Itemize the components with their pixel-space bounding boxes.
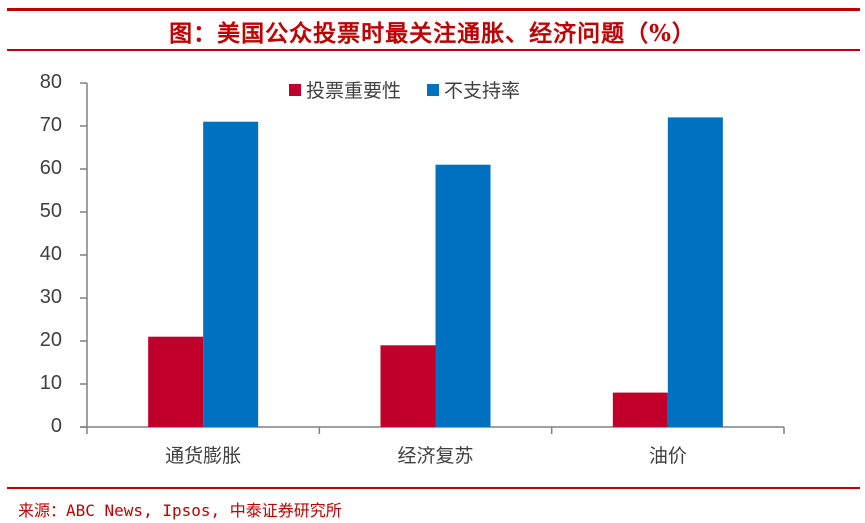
y-tick-label: 30 (39, 286, 62, 308)
source-note: 来源：ABC News, Ipsos, 中泰证券研究所 (18, 501, 342, 520)
y-tick-label: 60 (39, 157, 62, 179)
y-tick-label: 80 (39, 71, 62, 93)
x-category-label: 经济复苏 (397, 445, 474, 467)
x-category-label: 通货膨胀 (165, 445, 242, 467)
legend-label: 不支持率 (444, 80, 521, 102)
bar-vote-importance (612, 392, 668, 427)
x-category-label: 油价 (648, 445, 687, 467)
chart-title: 图：美国公众投票时最关注通胀、经济问题（%） (169, 20, 696, 47)
legend-swatch-red (289, 83, 301, 96)
bar-disapproval (667, 117, 723, 428)
legend-swatch-blue (427, 83, 440, 96)
y-tick-label: 10 (39, 372, 62, 394)
y-tick-label: 20 (39, 329, 62, 351)
bar-vote-importance (380, 345, 436, 427)
title-bottom-rule (7, 49, 860, 51)
legend-label: 投票重要性 (306, 80, 402, 102)
y-tick-label: 0 (50, 415, 62, 437)
legend: 投票重要性 不支持率 (289, 76, 546, 103)
y-tick-label: 70 (39, 114, 62, 136)
y-tick-label: 50 (39, 200, 62, 222)
legend-item-disapproval: 不支持率 (427, 76, 520, 103)
bar-disapproval (435, 164, 491, 427)
legend-item-vote-importance: 投票重要性 (289, 76, 401, 103)
bar-vote-importance (148, 336, 204, 427)
title-top-rule (7, 8, 860, 11)
bar-disapproval (203, 121, 259, 427)
footer-rule (7, 487, 860, 489)
y-tick-label: 40 (39, 243, 62, 265)
